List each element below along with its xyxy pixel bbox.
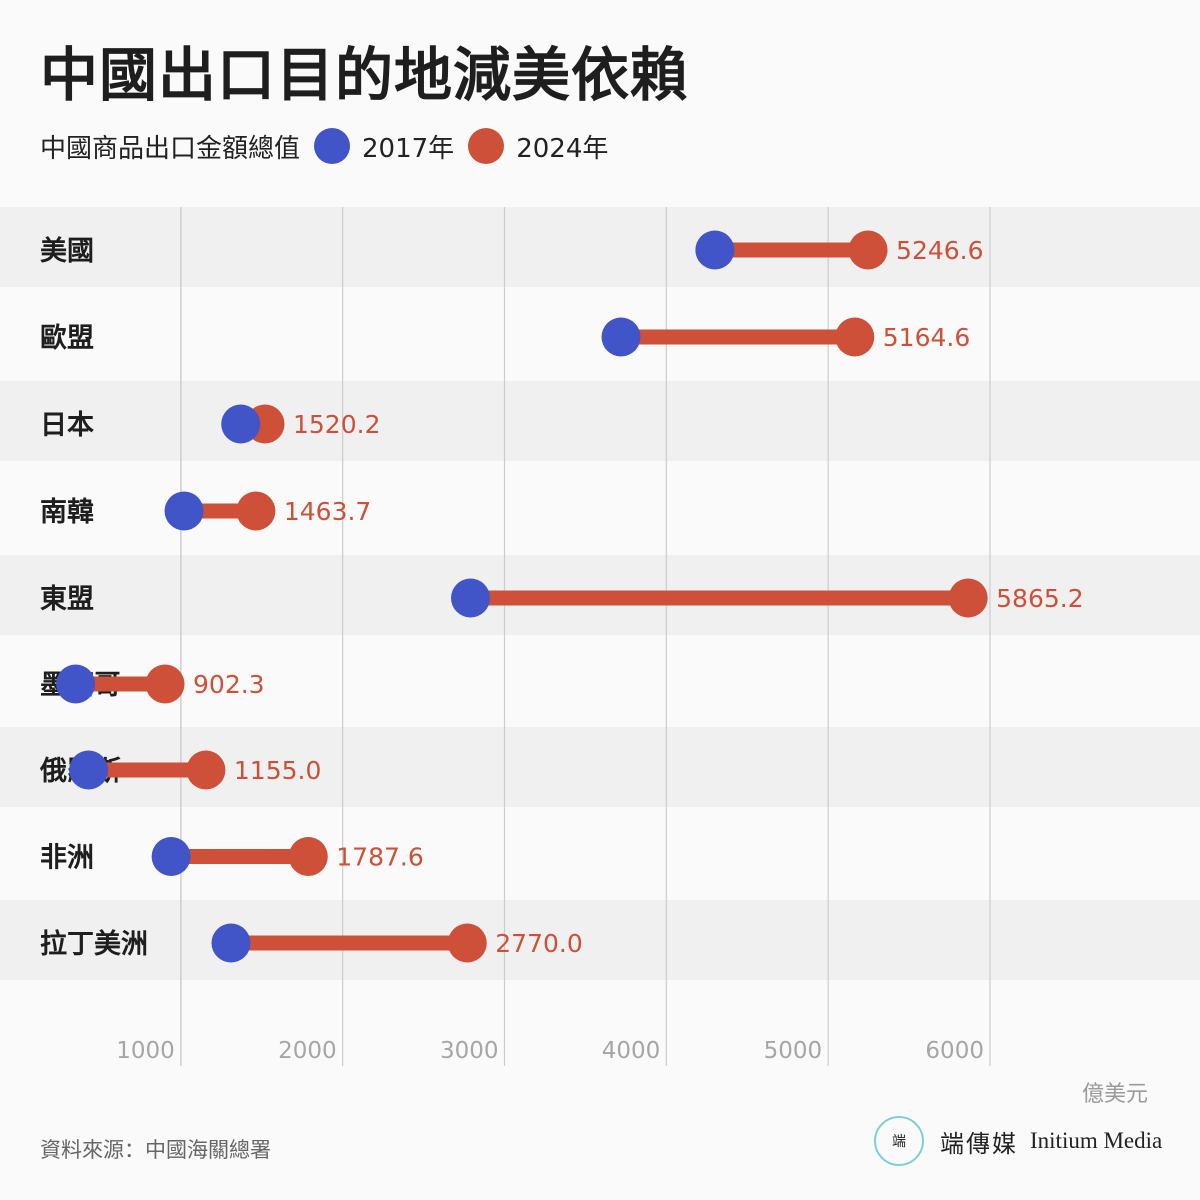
value-label: 1155.0 [234, 756, 321, 785]
value-label: 1520.2 [293, 410, 380, 439]
value-label: 1787.6 [336, 843, 423, 872]
x-tick-label: 3000 [440, 1038, 499, 1064]
legend: 中國商品出口金額總值 2017年 2024年 [40, 124, 608, 168]
point-2017 [601, 317, 641, 357]
value-label: 1463.7 [284, 497, 371, 526]
row-stripe [0, 900, 1200, 980]
value-label: 2770.0 [495, 929, 582, 958]
value-label: 902.3 [193, 670, 265, 699]
point-2017 [56, 664, 96, 704]
dumbbell-chart: 1000 2000 3000 4000 5000 6000 美國 5246.6 歐盟 5164.6… [0, 207, 1200, 1066]
legend-label: 中國商品出口金額總值 [40, 133, 301, 164]
point-2024 [948, 578, 988, 618]
point-2024 [835, 317, 875, 357]
point-2017 [451, 578, 491, 618]
category-label: 歐盟 [40, 323, 94, 354]
brand-name-cn: 端傳媒 [940, 1129, 1018, 1158]
point-2024 [848, 230, 888, 270]
x-tick-label: 2000 [278, 1038, 337, 1064]
legend-dot-2024 [468, 128, 505, 164]
source-note: 資料來源：中國海關總署 [40, 1138, 271, 1162]
x-tick-label: 5000 [764, 1038, 823, 1064]
point-2017 [164, 491, 204, 531]
legend-text-2024: 2024年 [516, 133, 609, 164]
point-2024 [186, 750, 226, 790]
point-2024 [145, 664, 185, 704]
chart-title: 中國出口目的地減美依賴 [40, 41, 690, 109]
category-label: 東盟 [40, 584, 94, 615]
row-stripe [0, 207, 1200, 287]
category-label: 美國 [40, 235, 94, 267]
value-label: 5865.2 [996, 584, 1083, 613]
point-2024 [447, 923, 487, 963]
point-2017 [221, 404, 261, 444]
point-2024 [236, 491, 276, 531]
x-tick-label: 6000 [925, 1038, 984, 1064]
point-2017 [69, 750, 109, 790]
row-stripe [0, 381, 1200, 461]
category-label: 拉丁美洲 [40, 928, 148, 960]
category-label: 日本 [40, 410, 94, 441]
category-label: 南韓 [40, 497, 94, 528]
brand-name-en: Initium Media [1030, 1128, 1163, 1153]
brand-logo-icon: 端 [874, 1116, 924, 1166]
x-tick-label: 1000 [116, 1038, 175, 1064]
point-2017 [151, 837, 191, 876]
legend-item-2017: 2017年 [300, 128, 454, 165]
value-label: 5246.6 [896, 236, 983, 265]
value-label: 5164.6 [883, 323, 970, 352]
point-2024 [288, 837, 328, 876]
legend-item-2024: 2024年 [454, 128, 608, 165]
point-2017 [695, 230, 735, 270]
x-tick-label: 4000 [602, 1038, 661, 1064]
category-label: 非洲 [40, 843, 94, 874]
legend-text-2017: 2017年 [362, 133, 455, 164]
brand: 端 端傳媒 Initium Media [874, 1116, 1162, 1166]
x-axis-unit: 億美元 [1081, 1082, 1148, 1107]
point-2017 [211, 923, 251, 963]
legend-dot-2017 [314, 128, 351, 164]
